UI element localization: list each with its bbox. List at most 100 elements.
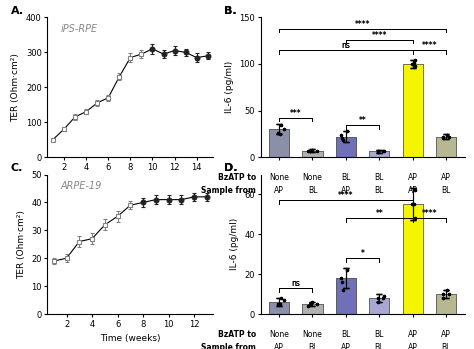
- Text: **: **: [375, 209, 383, 218]
- Point: [410, 60, 418, 66]
- Text: BL: BL: [341, 330, 351, 339]
- Text: BL: BL: [374, 173, 384, 182]
- Point: [309, 299, 316, 305]
- Point: [338, 136, 346, 141]
- Text: ****: ****: [338, 191, 354, 200]
- Point: [411, 216, 419, 221]
- Bar: [403, 205, 423, 314]
- Bar: [336, 278, 356, 314]
- Text: AP: AP: [408, 186, 418, 195]
- Point: [337, 132, 345, 138]
- Text: Sample from: Sample from: [201, 343, 256, 349]
- Point: [340, 287, 347, 293]
- Point: [343, 128, 350, 134]
- Bar: [436, 136, 456, 157]
- Bar: [369, 151, 389, 157]
- Point: [411, 63, 419, 69]
- Point: [305, 149, 312, 154]
- Text: **: **: [359, 117, 366, 125]
- Text: AP: AP: [341, 186, 351, 195]
- Text: BL: BL: [308, 343, 317, 349]
- Y-axis label: TER (Ohm·cm²): TER (Ohm·cm²): [11, 53, 20, 122]
- Text: D.: D.: [224, 163, 237, 173]
- Bar: [269, 302, 289, 314]
- Bar: [302, 304, 322, 314]
- Point: [380, 295, 387, 301]
- Text: AP: AP: [408, 330, 418, 339]
- Point: [276, 131, 284, 136]
- Text: AP: AP: [441, 173, 451, 182]
- Point: [305, 303, 312, 309]
- Text: BL: BL: [374, 186, 384, 195]
- Point: [274, 301, 282, 307]
- Bar: [336, 136, 356, 157]
- Bar: [436, 294, 456, 314]
- Point: [445, 134, 453, 139]
- Text: AP: AP: [441, 330, 451, 339]
- Bar: [302, 304, 322, 314]
- Point: [411, 188, 419, 193]
- Text: None: None: [269, 173, 289, 182]
- Point: [280, 126, 287, 132]
- Point: [343, 267, 350, 273]
- Bar: [336, 136, 356, 157]
- Point: [443, 287, 451, 293]
- Bar: [369, 298, 389, 314]
- Point: [439, 136, 447, 141]
- Point: [306, 148, 314, 153]
- Text: ****: ****: [422, 209, 437, 218]
- Bar: [269, 302, 289, 314]
- Text: BL: BL: [374, 330, 384, 339]
- Point: [408, 202, 416, 207]
- Point: [380, 294, 387, 299]
- Point: [280, 297, 287, 303]
- Text: None: None: [302, 173, 322, 182]
- Point: [411, 188, 419, 193]
- Text: BL: BL: [341, 173, 351, 182]
- Point: [380, 294, 387, 299]
- Text: BzATP to: BzATP to: [218, 173, 256, 182]
- Text: None: None: [302, 330, 322, 339]
- Bar: [269, 129, 289, 157]
- Point: [337, 132, 345, 138]
- Text: *: *: [361, 249, 365, 258]
- Point: [274, 130, 282, 136]
- Point: [338, 136, 346, 141]
- Point: [411, 216, 419, 221]
- Text: BL: BL: [441, 186, 451, 195]
- Point: [439, 136, 447, 141]
- Point: [274, 130, 282, 136]
- X-axis label: Time (weeks): Time (weeks): [100, 334, 161, 343]
- Text: ****: ****: [338, 191, 354, 200]
- Point: [280, 126, 287, 132]
- Text: B.: B.: [224, 6, 237, 16]
- Point: [276, 131, 284, 136]
- Text: BL: BL: [308, 186, 317, 195]
- Point: [338, 280, 346, 285]
- Point: [278, 122, 285, 128]
- Bar: [302, 150, 322, 157]
- Point: [374, 150, 382, 155]
- Text: AP: AP: [274, 343, 284, 349]
- Point: [380, 148, 387, 153]
- Point: [343, 128, 350, 134]
- Point: [408, 61, 416, 67]
- Point: [309, 147, 316, 153]
- Point: [274, 301, 282, 307]
- Bar: [269, 129, 289, 157]
- Text: **: **: [375, 209, 383, 218]
- Point: [313, 148, 321, 153]
- Text: BL: BL: [441, 343, 451, 349]
- Text: A.: A.: [11, 6, 24, 16]
- Bar: [302, 150, 322, 157]
- Point: [374, 149, 382, 154]
- Point: [410, 202, 418, 207]
- Bar: [403, 64, 423, 157]
- Point: [337, 275, 345, 281]
- Point: [410, 202, 418, 207]
- Text: Sample from: Sample from: [201, 186, 256, 195]
- Point: [343, 267, 350, 273]
- Point: [280, 297, 287, 303]
- Point: [374, 299, 382, 305]
- Point: [276, 301, 284, 307]
